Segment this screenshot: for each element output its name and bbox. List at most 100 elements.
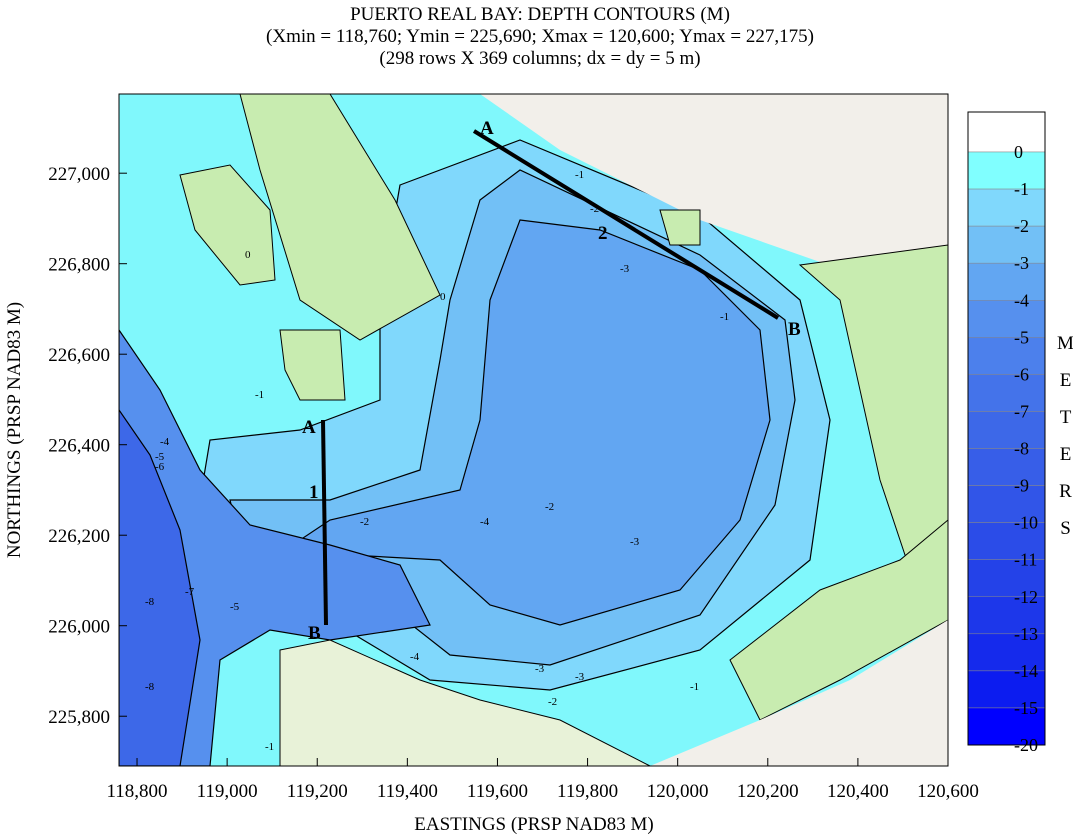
plot-frame: [118, 93, 949, 767]
depth-zone: [119, 408, 201, 766]
colorbar-band: [967, 300, 1046, 338]
colorbar-label: 0: [1014, 142, 1023, 162]
x-axis-label: EASTINGS (PRSP NAD83 M): [414, 814, 653, 835]
x-tick-label: 118,800: [106, 781, 167, 802]
x-tick-label: 119,600: [467, 781, 528, 802]
contour-label: -1: [255, 389, 264, 401]
colorbar-label: -20: [1014, 735, 1038, 755]
colorbar-band: [967, 374, 1046, 412]
transect-label: A: [480, 118, 494, 139]
colorbar-label: -5: [1014, 327, 1029, 347]
contour-label: -3: [575, 671, 585, 683]
y-tick-label: 226,800: [48, 255, 110, 276]
land: [179, 164, 276, 286]
y-tick-label: 225,800: [48, 707, 110, 728]
contour-label: -8: [145, 681, 155, 693]
x-tick-label: 119,000: [197, 781, 258, 802]
colorbar-band: [967, 111, 1046, 153]
x-tick-label: 120,200: [737, 781, 799, 802]
colorbar-label: -13: [1014, 624, 1038, 644]
depth-zone: [298, 219, 771, 626]
x-tick-label: 119,800: [557, 781, 618, 802]
colorbar-label: -8: [1014, 439, 1029, 459]
x-tick-label: 119,200: [287, 781, 348, 802]
land: [729, 519, 948, 721]
colorbar-frame: [967, 111, 1046, 746]
contour-label: 0: [245, 249, 251, 261]
colorbar-band: [967, 633, 1046, 672]
contour-label: -6: [155, 461, 165, 473]
colorbar-label: -4: [1014, 290, 1029, 310]
y-tick-label: 226,400: [48, 436, 110, 457]
chart-title: (Xmin = 118,760; Ymin = 225,690; Xmax = …: [266, 26, 814, 47]
colorbar-band: [967, 559, 1046, 597]
contour-label: -2: [548, 696, 557, 708]
land: [279, 639, 651, 766]
colorbar-label: -2: [1014, 216, 1029, 236]
transect-label: 2: [598, 223, 608, 244]
colorbar-label: -12: [1014, 587, 1038, 607]
contour-label: -3: [630, 536, 640, 548]
colorbar-band: [967, 707, 1046, 746]
y-tick-label: 227,000: [48, 164, 110, 185]
land: [659, 209, 701, 246]
colorbar-band: [967, 188, 1046, 227]
y-tick-label: 226,600: [48, 345, 110, 366]
contour-label: -5: [230, 601, 240, 613]
land: [239, 94, 441, 341]
colorbar-band: [967, 448, 1046, 486]
x-tick-label: 120,400: [827, 781, 889, 802]
transect-line: [321, 419, 328, 626]
contour-label: -8: [145, 596, 155, 608]
land: [480, 94, 948, 262]
colorbar-label: -9: [1014, 476, 1029, 496]
transect-label: 1: [309, 482, 319, 503]
colorbar-band: [967, 485, 1046, 523]
transect-label: A: [302, 417, 316, 438]
colorbar-label: -7: [1014, 401, 1029, 421]
contour-label: -2: [545, 501, 554, 513]
chart-title: PUERTO REAL BAY: DEPTH CONTOURS (M): [350, 4, 730, 25]
x-tick-label: 120,600: [917, 781, 979, 802]
contour-label: -1: [720, 311, 729, 323]
x-tick-label: 120,000: [647, 781, 709, 802]
contour-label: -1: [265, 741, 274, 753]
land: [279, 329, 346, 401]
transect-line: [472, 129, 780, 320]
x-tick-label: 119,400: [377, 781, 438, 802]
colorbar-label: -14: [1014, 661, 1038, 681]
map: [119, 94, 948, 766]
contour-label: -3: [620, 263, 630, 275]
colorbar-band: [967, 225, 1046, 264]
colorbar-band: [967, 411, 1046, 449]
colorbar-band: [967, 337, 1046, 375]
y-tick-label: 226,000: [48, 617, 110, 638]
colorbar-title: METERS: [1055, 333, 1073, 555]
transect-label: B: [788, 319, 801, 340]
colorbar-band: [967, 596, 1046, 635]
contour-label: -7: [185, 586, 195, 598]
contour-label: -2: [360, 516, 369, 528]
contour-label: -4: [480, 516, 490, 528]
colorbar-label: -15: [1014, 698, 1038, 718]
contour-label: -4: [160, 436, 170, 448]
contour-label: 0: [440, 291, 446, 303]
colorbar-label: -1: [1014, 179, 1029, 199]
y-axis-label: NORTHINGS (PRSP NAD83 M): [4, 302, 25, 558]
colorbar-label: -6: [1014, 364, 1029, 384]
colorbar-band: [967, 522, 1046, 560]
colorbar-label: -11: [1014, 550, 1037, 570]
transect-label: B: [308, 623, 321, 644]
contour-label: -5: [155, 451, 165, 463]
contour-label: -1: [575, 169, 584, 181]
chart-title: (298 rows X 369 columns; dx = dy = 5 m): [379, 48, 700, 69]
contour-label: -4: [410, 651, 420, 663]
colorbar-band: [967, 670, 1046, 709]
land: [650, 620, 948, 766]
colorbar-label: -10: [1014, 513, 1038, 533]
contour-label: -3: [535, 663, 545, 675]
contour-label: -2: [590, 203, 599, 215]
colorbar-band: [967, 262, 1046, 301]
